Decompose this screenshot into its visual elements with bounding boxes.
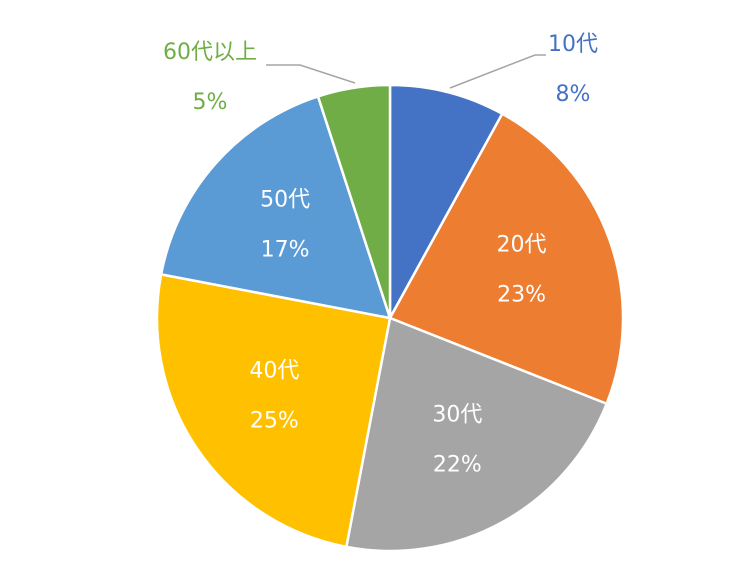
category-label: 40代 xyxy=(249,359,299,384)
category-label: 20代 xyxy=(497,233,547,258)
pie-slice xyxy=(388,112,625,406)
value-label: 23% xyxy=(497,283,546,308)
pie-slice xyxy=(388,83,504,319)
value-label: 17% xyxy=(261,238,310,263)
value-label: 22% xyxy=(433,453,482,478)
value-label: 25% xyxy=(250,409,299,434)
value-label: 5% xyxy=(193,90,228,115)
pie-slice xyxy=(316,83,392,319)
pie-slice xyxy=(159,94,392,320)
pie-slice xyxy=(155,272,392,549)
category-label: 30代 xyxy=(432,403,482,428)
pie-slice xyxy=(344,316,609,553)
leader-line xyxy=(449,54,546,89)
category-label: 10代 xyxy=(548,32,598,57)
category-label: 50代 xyxy=(260,188,310,213)
leader-line xyxy=(266,64,356,84)
value-label: 8% xyxy=(556,82,591,107)
category-label: 60代以上 xyxy=(163,40,257,65)
